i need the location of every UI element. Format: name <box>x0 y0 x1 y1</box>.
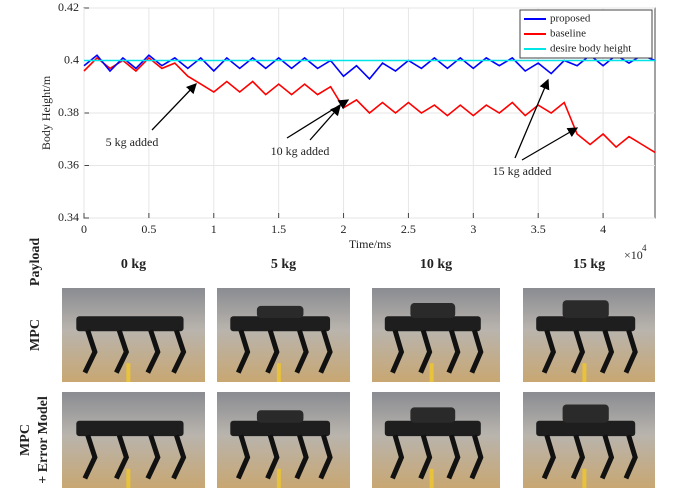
y-tick-label: 0.36 <box>58 157 79 171</box>
row-label: Payload <box>28 238 43 286</box>
floor-line <box>430 363 434 382</box>
legend-label: proposed <box>550 13 591 25</box>
row-label: MPC <box>28 319 43 351</box>
y-tick-label: 0.4 <box>64 52 79 66</box>
y-tick-label: 0.38 <box>58 105 79 119</box>
row-label: + Error Model <box>36 396 51 484</box>
robot-body <box>230 316 330 331</box>
x-exponent: 4 <box>642 243 647 253</box>
robot-body <box>385 316 481 331</box>
photo-bg <box>372 392 500 488</box>
photo-bg <box>62 288 205 382</box>
robot-body <box>385 421 481 436</box>
x-axis-label: Time/ms <box>349 237 392 251</box>
payload-weight <box>257 410 304 422</box>
x-exponent-base: ×10 <box>624 248 643 262</box>
payload-weight <box>410 407 455 422</box>
photo <box>217 288 350 382</box>
legend-label: baseline <box>550 28 586 40</box>
x-tick-label: 1.5 <box>271 222 286 236</box>
x-tick-label: 0.5 <box>141 222 156 236</box>
robot-body <box>76 421 183 436</box>
legend-label: desire body height <box>550 43 631 55</box>
floor-line <box>277 363 281 382</box>
photo-bg <box>217 392 350 488</box>
robot-body <box>230 421 330 436</box>
photo <box>523 392 655 488</box>
figure: Time/ms ×10 4 Body Height/m Payload MPC … <box>0 0 683 495</box>
robot-body <box>536 316 635 331</box>
photo <box>217 392 350 488</box>
x-tick-label: 0 <box>81 222 87 236</box>
floor-line <box>582 469 586 488</box>
payload-heading: 15 kg <box>573 257 605 272</box>
photo-bg <box>372 288 500 382</box>
annotation: 10 kg added <box>271 144 330 158</box>
y-tick-label: 0.34 <box>58 210 79 224</box>
annotation: 5 kg added <box>106 135 159 149</box>
x-tick-label: 4 <box>600 222 606 236</box>
photo-bg <box>62 392 205 488</box>
robot-body <box>76 316 183 331</box>
y-axis-label: Body Height/m <box>39 75 53 150</box>
photo <box>523 288 655 382</box>
photo <box>372 392 500 488</box>
payload-heading: 5 kg <box>271 257 296 272</box>
x-tick-label: 2 <box>341 222 347 236</box>
payload-weight <box>563 404 609 422</box>
payload-weight <box>410 303 455 318</box>
photo-bg <box>217 288 350 382</box>
floor-line <box>277 469 281 488</box>
payload-heading: 10 kg <box>420 257 452 272</box>
payload-weight <box>257 306 304 318</box>
x-tick-label: 3 <box>470 222 476 236</box>
payload-weight <box>563 300 609 318</box>
x-tick-label: 2.5 <box>401 222 416 236</box>
row-label: MPC <box>18 424 33 456</box>
x-tick-label: 1 <box>211 222 217 236</box>
photo <box>372 288 500 382</box>
annotation: 15 kg added <box>493 164 552 178</box>
floor-line <box>126 469 130 488</box>
photo <box>62 392 205 488</box>
floor-line <box>430 469 434 488</box>
y-tick-label: 0.42 <box>58 0 79 14</box>
floor-line <box>126 363 130 382</box>
payload-heading: 0 kg <box>121 257 146 272</box>
photo <box>62 288 205 382</box>
floor-line <box>582 363 586 382</box>
robot-body <box>536 421 635 436</box>
x-tick-label: 3.5 <box>531 222 546 236</box>
